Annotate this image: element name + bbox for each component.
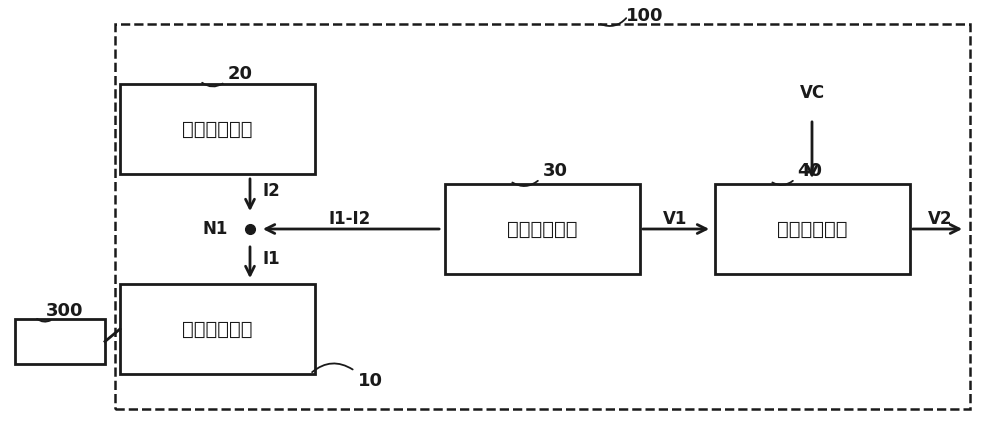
Text: 300: 300 — [46, 302, 84, 320]
Text: I2: I2 — [262, 182, 280, 200]
Text: 100: 100 — [626, 7, 664, 25]
Text: VC: VC — [799, 84, 825, 102]
Text: 电流生成模块: 电流生成模块 — [182, 120, 253, 139]
Text: 30: 30 — [542, 162, 568, 180]
Text: 光电转换模块: 光电转换模块 — [182, 320, 253, 338]
Bar — [15, 319, 105, 364]
Bar — [115, 24, 970, 409]
Text: 40: 40 — [798, 162, 822, 180]
Bar — [715, 184, 910, 274]
Text: N1: N1 — [203, 220, 228, 238]
Text: 20: 20 — [228, 65, 252, 83]
Bar — [120, 84, 315, 174]
Text: V2: V2 — [928, 210, 952, 228]
Text: 信号衰减模块: 信号衰减模块 — [777, 220, 848, 239]
Bar — [120, 284, 315, 374]
Text: I1: I1 — [262, 250, 280, 268]
Text: 10: 10 — [358, 372, 382, 390]
Bar — [445, 184, 640, 274]
Text: V1: V1 — [663, 210, 687, 228]
Text: 信号转换模块: 信号转换模块 — [507, 220, 578, 239]
Text: I1-I2: I1-I2 — [329, 210, 371, 228]
